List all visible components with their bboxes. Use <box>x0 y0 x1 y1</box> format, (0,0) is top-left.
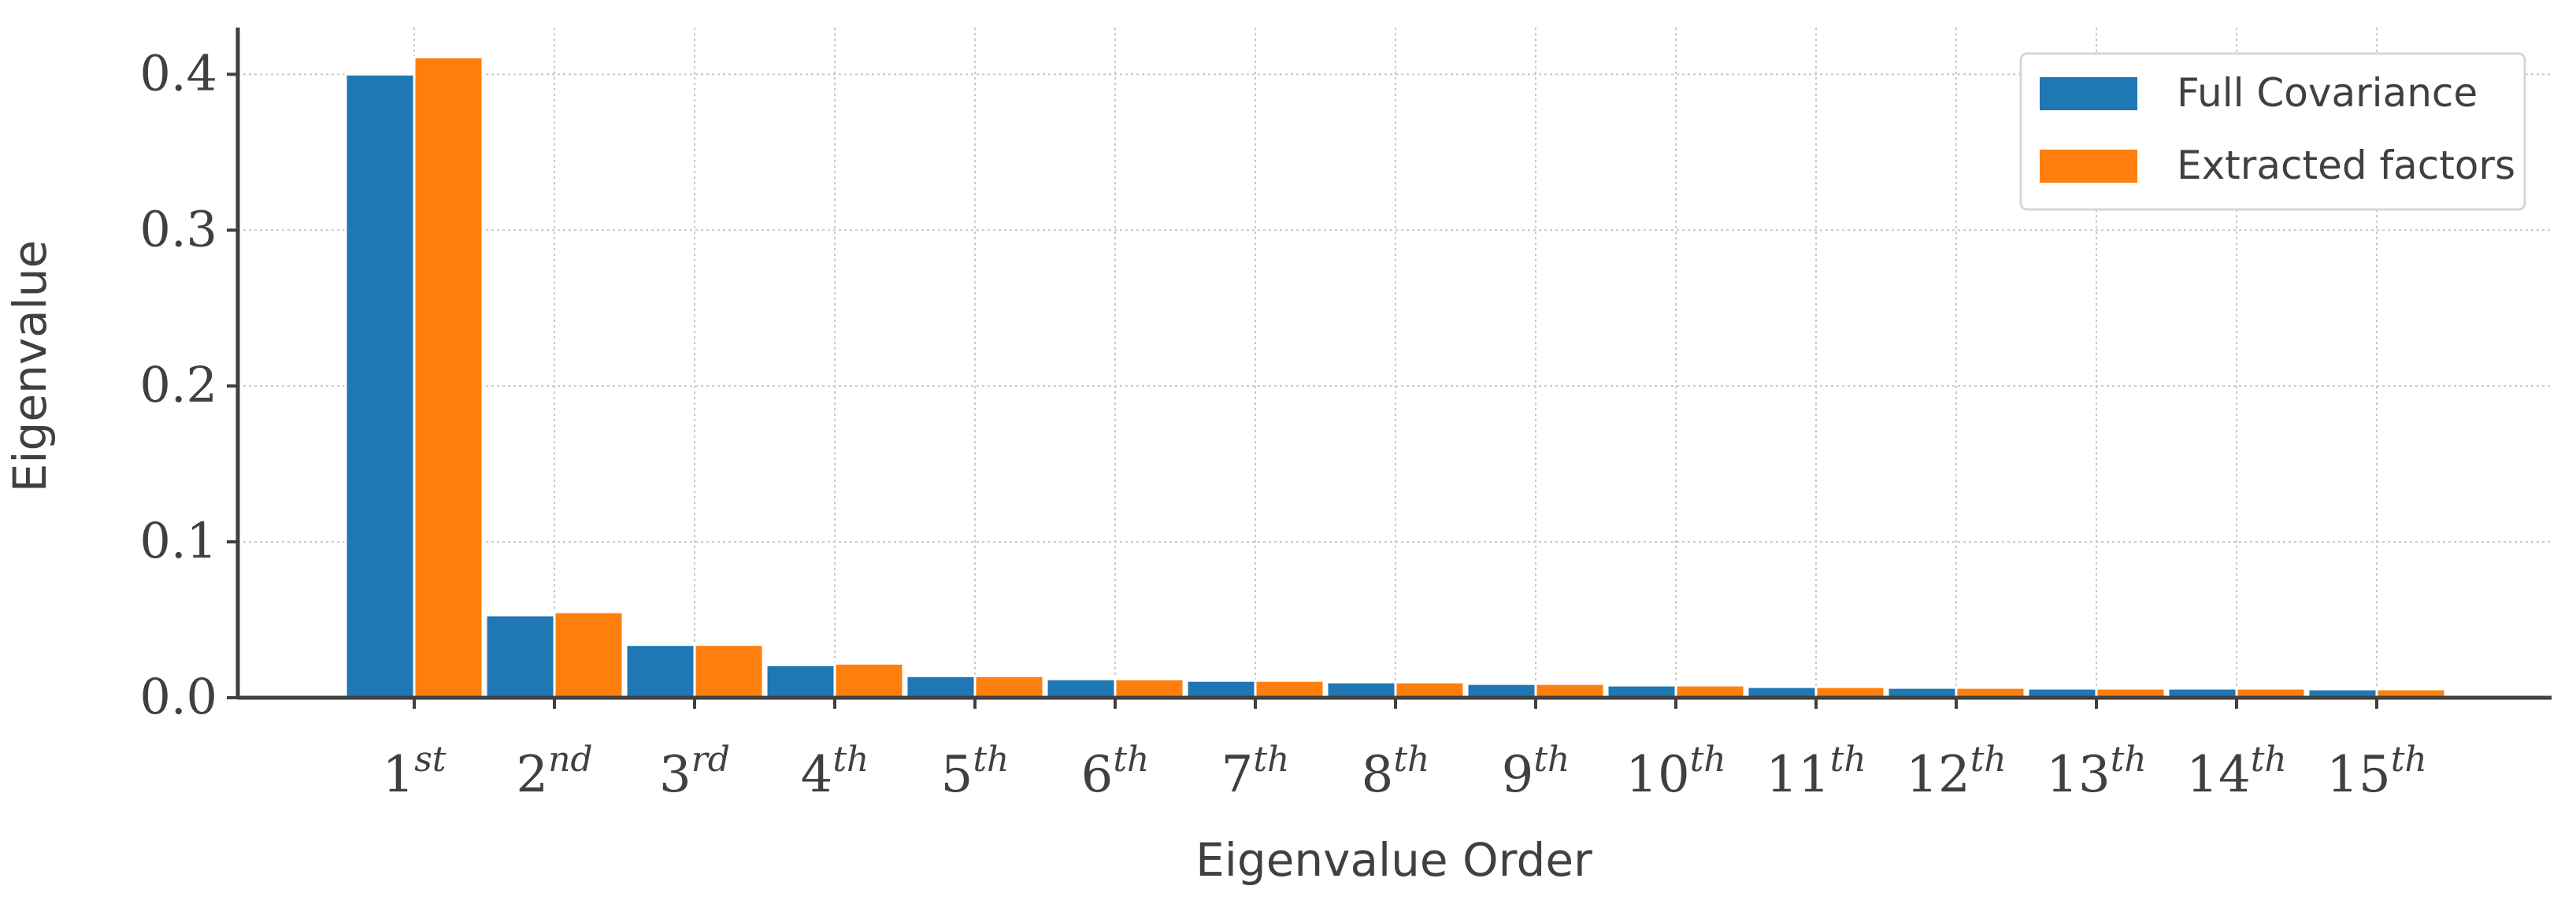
x-tick-label: 10th <box>1625 739 1725 804</box>
x-tick-label: 2nd <box>516 739 592 804</box>
x-tick-label: 9th <box>1502 739 1570 804</box>
bar-full-covariance <box>1045 677 1117 699</box>
bar-full-covariance <box>765 663 836 699</box>
bar-full-covariance <box>484 613 556 699</box>
y-axis-label: Eigenvalue <box>3 240 57 492</box>
x-tick-label: 4th <box>801 739 869 804</box>
bar-extracted-factors <box>973 674 1045 699</box>
x-tick-label: 6th <box>1081 739 1150 804</box>
x-axis-label: Eigenvalue Order <box>1195 833 1592 887</box>
bar-full-covariance <box>344 72 416 699</box>
y-tick-label: 0.3 <box>139 200 217 258</box>
x-tick-label: 3rd <box>659 739 730 804</box>
legend-label-full-covariance: Full Covariance <box>2177 70 2478 116</box>
legend: Full Covariance Extracted factors <box>2019 52 2526 211</box>
bar-full-covariance <box>625 643 696 699</box>
legend-swatch-full-covariance <box>2040 77 2137 110</box>
x-tick-label: 11th <box>1766 739 1866 804</box>
bar-full-covariance <box>1185 679 1257 699</box>
legend-frame <box>2019 52 2526 211</box>
y-tick-label: 0.0 <box>139 668 217 725</box>
legend-label-extracted-factors: Extracted factors <box>2177 143 2515 188</box>
y-ticks: 0.0 0.1 0.2 0.3 0.4 <box>139 44 238 725</box>
bar-full-covariance <box>905 674 977 699</box>
bar-extracted-factors <box>1534 682 1606 699</box>
legend-swatch-extracted-factors <box>2040 150 2137 183</box>
bar-full-covariance <box>1325 680 1397 699</box>
x-tick-label: 5th <box>941 739 1010 804</box>
bar-extracted-factors <box>1114 677 1185 699</box>
y-tick-label: 0.1 <box>139 512 217 569</box>
bar-extracted-factors <box>553 610 625 699</box>
bar-full-covariance <box>1466 682 1537 699</box>
x-ticks: 1st 2nd 3rd 4th 5th 6th 7th 8th 9th 10th 11th 12th 1… <box>383 698 2427 804</box>
y-tick-label: 0.2 <box>139 356 217 413</box>
x-tick-label: 1st <box>383 739 447 804</box>
x-tick-label: 13th <box>2046 739 2146 804</box>
x-tick-label: 8th <box>1362 739 1430 804</box>
bar-extracted-factors <box>1254 679 1325 699</box>
x-tick-label: 12th <box>1906 739 2006 804</box>
bar-extracted-factors <box>693 643 765 699</box>
bar-extracted-factors <box>1394 680 1466 699</box>
x-tick-label: 14th <box>2186 739 2286 804</box>
x-tick-label: 15th <box>2326 739 2426 804</box>
bar-extracted-factors <box>413 56 484 699</box>
bar-extracted-factors <box>833 662 905 699</box>
x-tick-label: 7th <box>1221 739 1290 804</box>
grid <box>238 28 2552 698</box>
y-tick-label: 0.4 <box>139 44 217 102</box>
